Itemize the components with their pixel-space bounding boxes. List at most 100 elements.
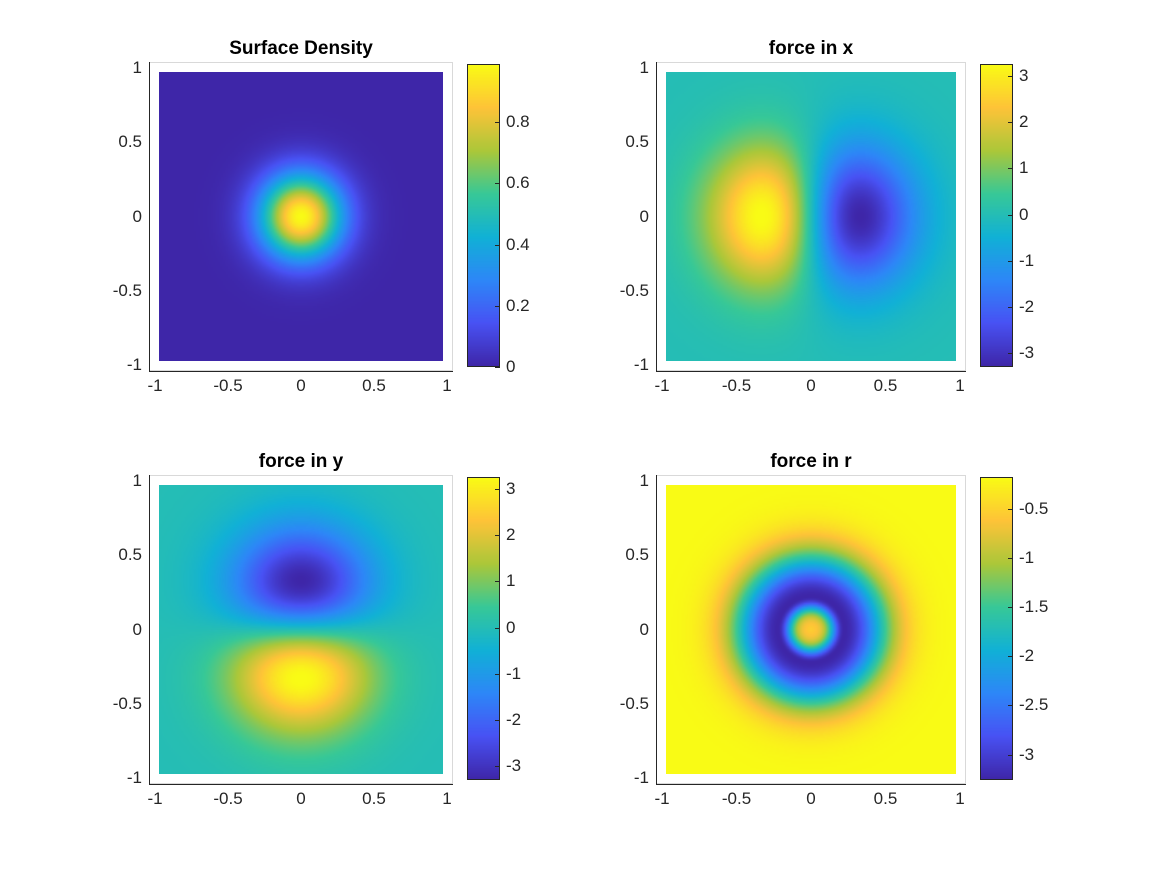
y-axis-line [656,475,657,784]
y-tick-label: 0 [132,619,142,639]
colorbar-tick-mark [495,535,500,537]
y-tick-label: 1 [639,471,649,490]
subplot-title: force in y [258,451,344,472]
y-tick-label: 0.5 [118,545,142,565]
x-tick-label: 0.5 [873,789,898,808]
colorbar [980,477,1013,780]
y-axis-line [149,62,150,371]
x-axis-line [149,784,453,785]
colorbar-tick-label: -2.5 [1019,695,1049,715]
x-tick-label: -1 [147,376,163,395]
y-tick-label: 1 [132,58,142,77]
x-tick-label: -0.5 [721,789,752,808]
heatmap-force_r [666,485,956,774]
y-tick-label: 0 [639,619,649,639]
colorbar-tick-label: 0.8 [506,112,530,132]
x-tick-label: 0 [806,789,816,808]
y-tick-label: -0.5 [112,280,142,300]
colorbar [980,64,1013,367]
x-axis-line [656,784,966,785]
colorbar-tick-label: -0.5 [1019,499,1049,519]
colorbar-tick-mark [1008,607,1013,609]
colorbar-tick-mark [1008,168,1013,170]
colorbar-tick-mark [495,122,500,124]
x-tick-label: 0 [296,789,306,808]
colorbar-tick-label: -2 [506,709,522,729]
heatmap-density [159,72,443,361]
y-tick-label: 0 [639,206,649,226]
colorbar-tick-label: 0 [506,357,516,376]
colorbar-tick-mark [495,581,500,583]
x-tick-label: -0.5 [213,376,243,395]
colorbar [467,477,500,780]
y-tick-label: -1 [633,768,649,787]
colorbar-tick-mark [495,489,500,490]
x-tick-label: 0.5 [362,376,386,395]
x-axis-line [149,371,453,372]
colorbar-tick-label: 2 [506,525,516,545]
x-tick-label: 1 [442,789,452,808]
colorbar-tick-label: 0 [1019,204,1029,224]
colorbar-tick-label: 3 [1019,66,1029,85]
colorbar-tick-label: 2 [1019,112,1029,132]
heatmap-force_x [666,72,956,361]
y-tick-label: -0.5 [112,693,142,713]
colorbar-tick-mark [1008,509,1013,511]
colorbar-tick-mark [495,367,500,368]
colorbar-tick-mark [1008,306,1013,308]
y-tick-label: 0.5 [625,132,649,152]
y-axis-line [656,62,657,371]
x-tick-label: -1 [147,789,163,808]
x-tick-label: 0 [296,376,306,395]
colorbar-tick-label: 1 [1019,158,1029,178]
colorbar-tick-mark [495,305,500,307]
colorbar-tick-label: -1.5 [1019,597,1049,617]
colorbar-tick-label: -1 [506,663,522,683]
y-tick-label: 0.5 [118,132,142,152]
colorbar-tick-label: -3 [506,756,522,776]
x-tick-label: -0.5 [213,789,243,808]
x-tick-label: -1 [654,789,670,808]
colorbar-tick-label: -2 [1019,646,1035,666]
y-tick-label: -1 [126,355,142,374]
subplot-title: force in x [768,38,854,59]
y-tick-label: 1 [132,471,142,490]
subplot-title: force in r [770,451,852,472]
colorbar-tick-mark [1008,353,1013,355]
colorbar-tick-mark [1008,558,1013,560]
x-tick-label: 0.5 [873,376,898,395]
y-tick-label: -1 [633,355,649,374]
x-tick-label: 0 [806,376,816,395]
x-tick-label: 1 [442,376,452,395]
colorbar-tick-label: -3 [1019,343,1035,363]
colorbar-tick-label: 0.6 [506,173,530,193]
heatmap-force_y [159,485,443,774]
y-tick-label: 1 [639,58,649,77]
colorbar-tick-label: -1 [1019,548,1035,568]
colorbar-tick-mark [495,719,500,721]
x-tick-label: 1 [955,376,965,395]
colorbar-tick-label: -2 [1019,296,1035,316]
x-axis-line [656,371,966,372]
y-tick-label: 0.5 [625,545,649,565]
colorbar-tick-mark [1008,260,1013,262]
colorbar-tick-mark [1008,754,1013,756]
colorbar-tick-label: -1 [1019,250,1035,270]
colorbar-tick-label: 0.4 [506,234,530,254]
colorbar-tick-mark [495,244,500,246]
colorbar [467,64,500,367]
colorbar-tick-mark [495,673,500,675]
colorbar-tick-mark [1008,705,1013,707]
y-tick-label: 0 [132,206,142,226]
y-axis-line [149,475,150,784]
colorbar-tick-mark [495,183,500,185]
colorbar-tick-label: -3 [1019,744,1035,764]
colorbar-tick-mark [495,627,500,629]
y-tick-label: -0.5 [619,693,649,713]
colorbar-tick-mark [1008,76,1013,77]
colorbar-tick-mark [1008,656,1013,658]
colorbar-tick-label: 0 [506,617,516,637]
x-tick-label: -0.5 [721,376,752,395]
x-tick-label: 0.5 [362,789,386,808]
